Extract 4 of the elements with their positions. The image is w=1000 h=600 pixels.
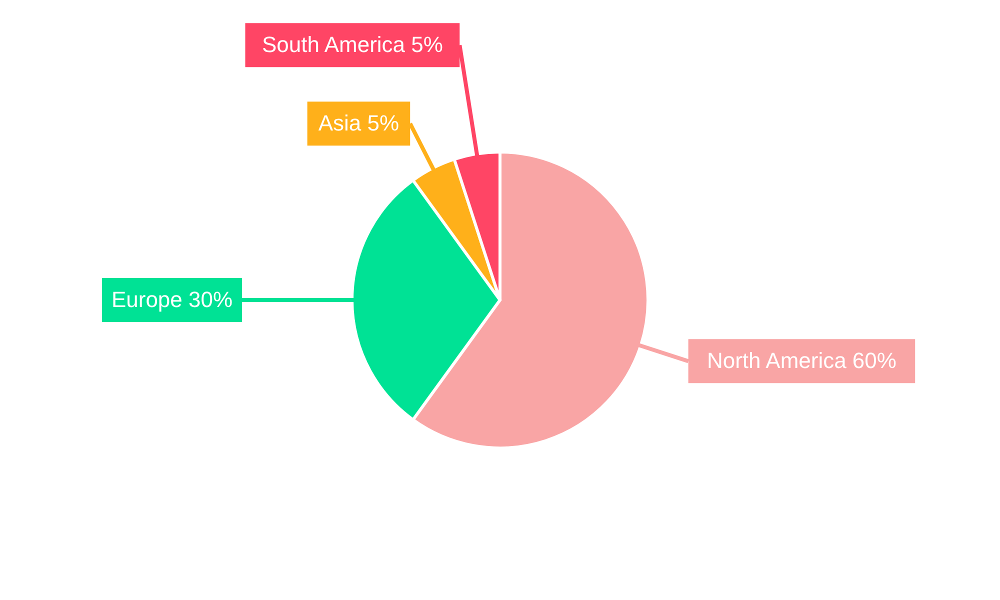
slice-label: South America 5%	[262, 32, 443, 58]
slice-label: North America 60%	[706, 348, 896, 374]
slice-label: Asia 5%	[318, 110, 400, 136]
slice-label: Europe 30%	[111, 287, 233, 312]
